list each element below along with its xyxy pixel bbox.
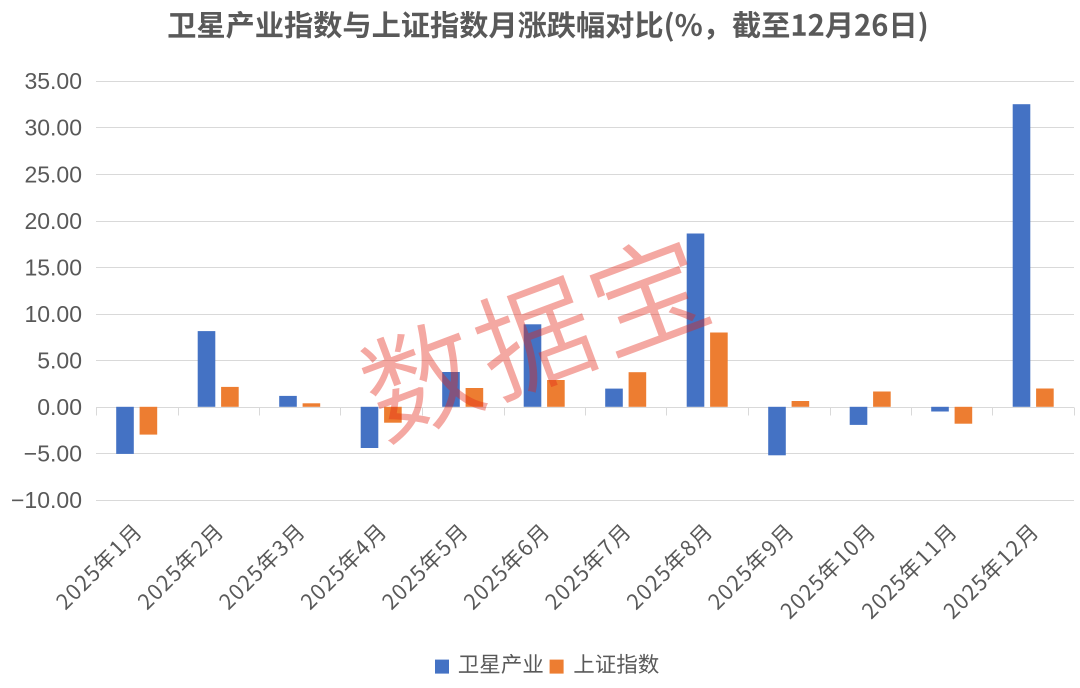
svg-text:30.00: 30.00: [24, 115, 82, 141]
svg-text:35.00: 35.00: [24, 68, 82, 94]
svg-text:−5.00: −5.00: [24, 441, 82, 467]
svg-text:0.00: 0.00: [37, 394, 82, 420]
svg-text:10.00: 10.00: [24, 301, 82, 327]
svg-text:5.00: 5.00: [37, 348, 82, 374]
svg-text:−10.00: −10.00: [11, 487, 82, 513]
svg-text:25.00: 25.00: [24, 161, 82, 187]
svg-text:20.00: 20.00: [24, 208, 82, 234]
svg-text:15.00: 15.00: [24, 254, 82, 280]
